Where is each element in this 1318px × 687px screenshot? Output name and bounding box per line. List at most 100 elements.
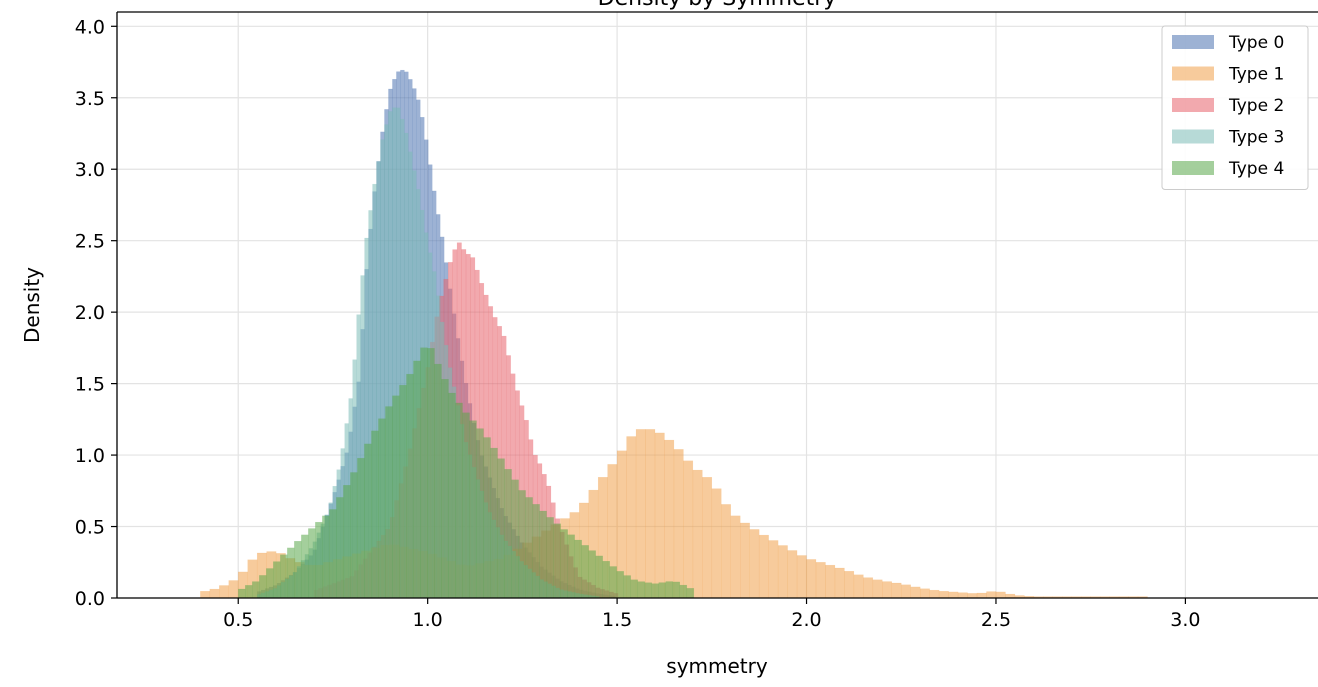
histogram-bar [560, 529, 568, 599]
histogram-bar [664, 439, 675, 599]
ticks-layer: 0.5 1.0 1.5 2.0 2.5 3.0 0.0 0.5 1.0 1.5 2.0 2.5 3.0 3… [75, 16, 1201, 631]
histogram-bar [497, 458, 505, 599]
histogram-bar [844, 571, 855, 599]
histogram-bar [976, 592, 987, 599]
histogram-bar [441, 379, 449, 599]
legend-label: Type 0 [1228, 33, 1284, 53]
histogram-bar [483, 437, 491, 599]
histogram-bar [672, 581, 680, 599]
histogram-bar [245, 585, 253, 599]
histogram-bar [679, 584, 688, 599]
histogram-bar [567, 534, 575, 599]
histogram-bar [595, 555, 603, 599]
y-axis-label: Density [20, 267, 44, 343]
histogram-bar [343, 485, 351, 599]
histogram-bar [252, 581, 260, 599]
x-tick-label: 1.5 [602, 609, 632, 631]
histogram-bar [420, 347, 428, 599]
histogram-bar [948, 591, 959, 599]
histogram-bar [336, 497, 344, 599]
histogram-bar [651, 583, 659, 599]
histogram-bar [490, 447, 498, 599]
histogram-bar [882, 581, 892, 599]
histogram-bar [546, 517, 554, 599]
histogram-bar [266, 568, 274, 599]
histogram-bar [919, 588, 930, 599]
legend-swatch [1172, 161, 1214, 175]
histogram-bar [768, 540, 779, 599]
histogram-bar [287, 547, 295, 599]
histogram-bar [219, 585, 229, 599]
histogram-bar [280, 554, 288, 599]
legend-label: Type 4 [1228, 159, 1284, 179]
histogram-bar [683, 460, 694, 599]
histogram-bar [392, 395, 400, 599]
histogram-bar [350, 472, 358, 599]
histogram-bar [806, 559, 817, 599]
histogram-bar [581, 545, 589, 599]
histogram-bar [635, 429, 646, 599]
histogram-bar [413, 360, 421, 599]
histogram-bar [462, 412, 470, 599]
histogram-bar [427, 348, 435, 599]
histogram-bar [539, 510, 547, 599]
legend: Type 0 Type 1 Type 2 Type 3 Type 4 [1161, 25, 1309, 190]
histogram-bar [315, 521, 323, 599]
legend-label: Type 1 [1228, 65, 1284, 85]
histogram-bar [455, 402, 463, 599]
histogram-bar [308, 528, 316, 599]
legend-label: Type 3 [1228, 128, 1284, 148]
histogram-bar [273, 561, 281, 599]
histogram-bar [532, 504, 540, 599]
legend-swatch [1172, 35, 1214, 49]
x-tick-label: 2.5 [981, 609, 1011, 631]
histogram-bar [758, 534, 769, 599]
histogram-bar [518, 490, 526, 599]
legend-swatch [1172, 98, 1214, 112]
chart-title: Density by Symmetry [598, 0, 837, 11]
histogram-bar [787, 550, 798, 599]
legend-swatch [1172, 66, 1214, 81]
histogram-bar [616, 571, 624, 599]
histogram-bar [686, 588, 695, 599]
histogram-bar [399, 384, 407, 599]
y-tick-label: 3.0 [75, 159, 105, 181]
histogram-bar [294, 541, 302, 599]
histogram-bar [385, 406, 393, 599]
histogram-bar [553, 523, 561, 599]
histogram-bar [588, 550, 596, 599]
histogram-bar [853, 574, 864, 599]
histogram-bar [228, 580, 239, 599]
histogram-bar [371, 430, 379, 599]
histogram-bar [749, 529, 760, 599]
histogram-bar [626, 436, 637, 599]
legend-item: Type 2 [1172, 96, 1284, 116]
histogram-bar [740, 522, 750, 599]
histogram-bar [469, 420, 477, 599]
histogram-bar [777, 545, 788, 599]
histogram-bar [834, 567, 845, 599]
histogram-bar [957, 592, 968, 599]
histogram-bar [301, 534, 309, 599]
histogram-bar [730, 515, 741, 599]
histogram-bar [525, 497, 533, 599]
histogram-bar [702, 477, 713, 599]
legend-item: Type 0 [1172, 33, 1284, 53]
y-tick-label: 1.0 [75, 445, 105, 467]
histogram-bar [815, 562, 826, 599]
histogram-bar [910, 586, 921, 599]
legend-item: Type 1 [1172, 65, 1284, 85]
histogram-bar [574, 539, 582, 599]
legend-item: Type 3 [1172, 128, 1284, 148]
histogram-bar [623, 575, 631, 599]
histogram-bar [322, 515, 330, 599]
histogram-bar [995, 591, 1006, 599]
histogram-bar [938, 591, 949, 599]
y-tick-label: 2.0 [75, 302, 105, 324]
x-tick-label: 0.5 [223, 609, 253, 631]
legend-item: Type 4 [1172, 159, 1284, 179]
legend-label: Type 2 [1228, 96, 1284, 116]
histogram-bar [364, 443, 372, 599]
histogram-bar [863, 577, 874, 599]
